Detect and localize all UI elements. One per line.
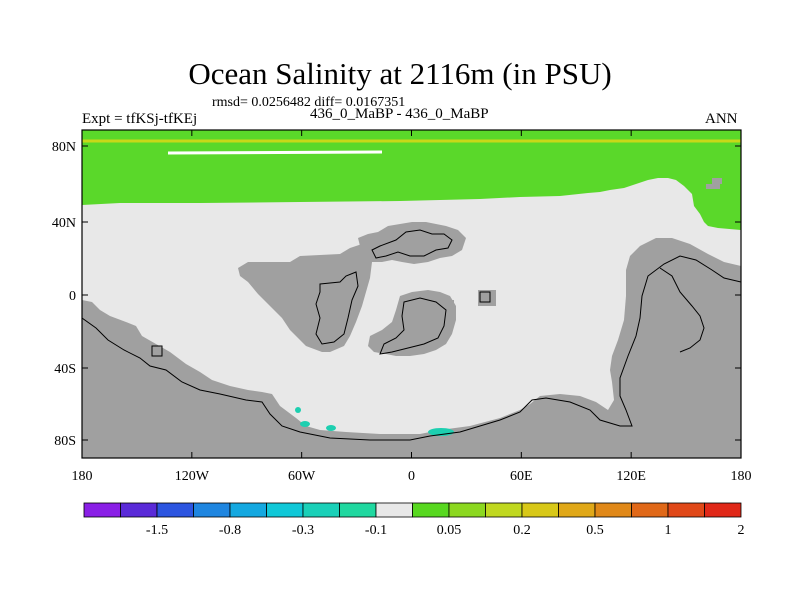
colorbar-swatch bbox=[339, 502, 377, 518]
colorbar-swatch bbox=[120, 502, 158, 518]
y-tick-label: 80S bbox=[54, 434, 76, 449]
colorbar-swatch bbox=[667, 502, 705, 518]
land-small-block bbox=[430, 300, 454, 310]
negative-anomaly-spot bbox=[300, 421, 310, 427]
contour-south-west bbox=[82, 255, 741, 441]
colorbar-swatch bbox=[631, 502, 669, 518]
colorbar-swatch bbox=[448, 502, 486, 518]
colorbar-swatch bbox=[594, 502, 632, 518]
rmsd-diff-stats: rmsd= 0.0256482 diff= 0.0167351 bbox=[212, 95, 406, 110]
colorbar-swatch bbox=[229, 502, 267, 518]
colorbar-swatch bbox=[558, 502, 596, 518]
contour-africa bbox=[379, 297, 447, 355]
y-tick-label: 40S bbox=[54, 362, 76, 377]
season-label: ANN bbox=[705, 111, 738, 127]
colorbar-label: 0.5 bbox=[586, 523, 604, 538]
colorbar-label: 0.05 bbox=[437, 523, 462, 538]
colorbar-label: 1 bbox=[665, 523, 672, 538]
x-tick-label: 60W bbox=[288, 469, 316, 484]
land-north-america bbox=[238, 244, 380, 352]
colorbar-swatch bbox=[704, 502, 742, 518]
x-tick-label: 120E bbox=[616, 469, 646, 484]
arctic-island bbox=[706, 184, 720, 189]
y-tick-label: 0 bbox=[69, 289, 76, 304]
land-eurasia bbox=[358, 222, 466, 264]
x-tick-label: 0 bbox=[408, 469, 415, 484]
arctic-streak bbox=[167, 150, 383, 155]
colorbar-label: -0.1 bbox=[365, 523, 387, 538]
contour-east bbox=[659, 267, 705, 353]
colorbar-label: -0.8 bbox=[219, 523, 241, 538]
colorbar-swatch bbox=[412, 502, 450, 518]
x-tick-label: 120W bbox=[175, 469, 210, 484]
colorbar-label: 0.2 bbox=[513, 523, 531, 538]
coastline-contours bbox=[82, 229, 741, 441]
contour-eurasia bbox=[371, 229, 453, 259]
contour-north-america bbox=[315, 271, 359, 345]
colorbar-swatch bbox=[193, 502, 231, 518]
land-southern-continent bbox=[82, 238, 741, 458]
arctic-island bbox=[712, 178, 722, 184]
positive-anomaly-band bbox=[82, 130, 741, 230]
x-tick-label: 60E bbox=[510, 469, 533, 484]
y-tick-label: 40N bbox=[52, 216, 76, 231]
negative-anomaly-spot bbox=[326, 425, 336, 431]
x-tick-label: 180 bbox=[72, 469, 93, 484]
comparison-subtitle: 436_0_MaBP - 436_0_MaBP bbox=[310, 106, 489, 122]
experiment-label: Expt = tfKSj-tfKEj bbox=[82, 111, 198, 127]
y-axis: 80N 40N 0 40S 80S bbox=[52, 140, 741, 449]
negative-anomaly-spot bbox=[295, 407, 301, 413]
colorbar-swatch bbox=[375, 502, 413, 518]
x-tick-label: 180 bbox=[731, 469, 752, 484]
colorbar-swatch bbox=[485, 502, 523, 518]
colorbar-swatch bbox=[156, 502, 194, 518]
contour-small-block bbox=[479, 291, 491, 303]
colorbar-legend: -1.5 -0.8 -0.3 -0.1 0.05 0.2 0.5 1 2 bbox=[83, 502, 745, 538]
colorbar-swatch bbox=[302, 502, 340, 518]
colorbar-swatch bbox=[521, 502, 559, 518]
colorbar-swatch bbox=[83, 502, 121, 518]
y-tick-label: 80N bbox=[52, 140, 76, 155]
colorbar-label: 2 bbox=[738, 523, 745, 538]
chart-title: Ocean Salinity at 2116m (in PSU) bbox=[188, 56, 612, 91]
colorbar-swatch bbox=[266, 502, 304, 518]
colorbar-label: -0.3 bbox=[292, 523, 314, 538]
contour-small-island bbox=[151, 345, 163, 357]
map-plot-area bbox=[82, 130, 741, 458]
x-axis: 180 120W 60W 0 60E 120E 180 bbox=[72, 130, 752, 484]
colorbar-label: -1.5 bbox=[146, 523, 168, 538]
